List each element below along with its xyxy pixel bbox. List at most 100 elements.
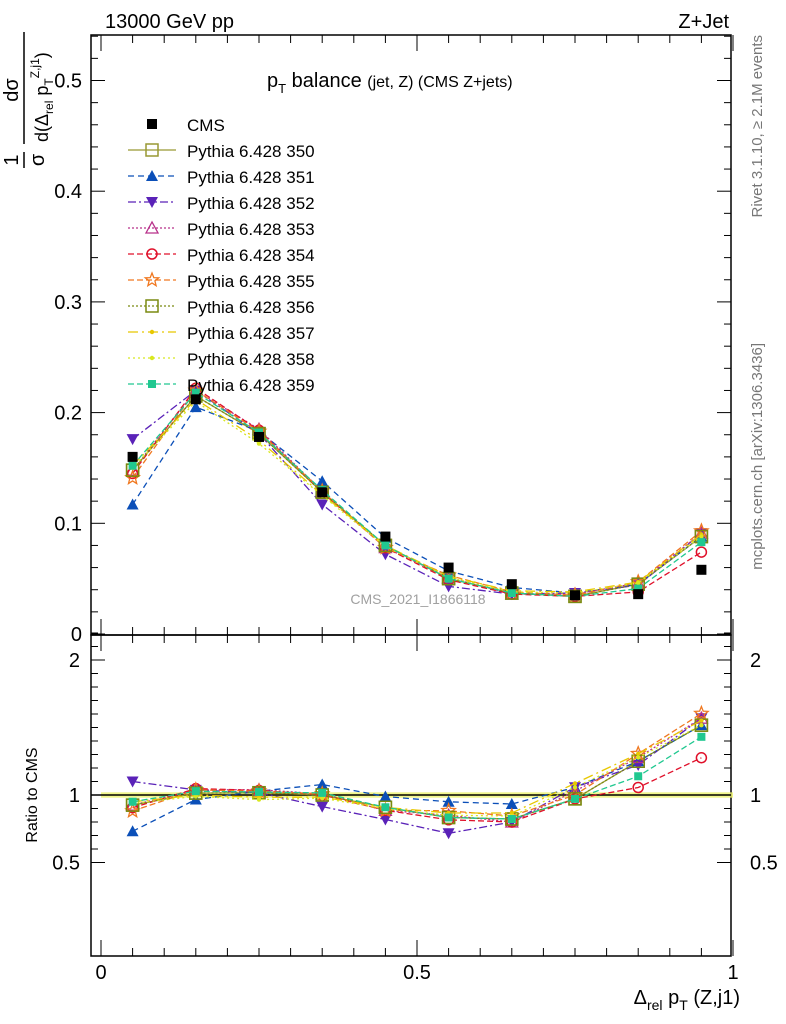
ratio-point-7 bbox=[699, 718, 704, 723]
ratio-line-9 bbox=[132, 736, 702, 820]
ratio-point-4 bbox=[695, 752, 708, 764]
series-point-8 bbox=[699, 534, 704, 539]
y-tick-label: 0.1 bbox=[54, 513, 82, 535]
ratio-y-axis-label: Ratio to CMS bbox=[24, 747, 41, 842]
ratio-point-9 bbox=[697, 732, 706, 741]
mc-ratio-group bbox=[124, 704, 710, 840]
legend-marker-5 bbox=[143, 271, 161, 288]
y-label-part: d(Δrel pTZ,j1) bbox=[28, 52, 56, 142]
legend-marker-7 bbox=[149, 329, 155, 335]
ratio-point-8 bbox=[636, 755, 641, 760]
legend-label-4: Pythia 6.428 354 bbox=[187, 246, 315, 265]
ratio-point-8 bbox=[699, 722, 704, 728]
x-tick-label: 1 bbox=[727, 962, 738, 984]
y-axis-label-rotated: 1 σ dσd(Δrel pTZ,j1) bbox=[1, 32, 56, 168]
data-point bbox=[443, 562, 454, 573]
ratio-point-1 bbox=[505, 798, 518, 809]
legend-marker-3 bbox=[144, 220, 160, 234]
data-point bbox=[190, 394, 201, 405]
series-line-0 bbox=[132, 395, 702, 598]
ratio-tick-label-right: 1 bbox=[750, 785, 761, 807]
legend-label-3: Pythia 6.428 353 bbox=[187, 220, 315, 239]
ratio-point-2 bbox=[442, 828, 455, 840]
y-axis-label: 1 σ dσd(Δrel pTZ,j1) bbox=[1, 32, 56, 168]
series-line-5 bbox=[132, 389, 702, 596]
legend-marker-8 bbox=[149, 355, 155, 361]
legend-marker-1 bbox=[146, 170, 158, 181]
legend-marker-data bbox=[147, 119, 157, 129]
ratio-point-4 bbox=[569, 793, 581, 805]
data-points bbox=[127, 394, 707, 601]
ratio-point-5 bbox=[693, 704, 710, 721]
data-point bbox=[633, 589, 644, 600]
series-point-4 bbox=[695, 546, 708, 558]
ratio-point-2 bbox=[379, 814, 392, 826]
legend-marker-4 bbox=[146, 248, 158, 260]
ratio-tick-label-right: 0.5 bbox=[750, 853, 778, 875]
series-line-4 bbox=[132, 387, 702, 598]
ratio-point-9 bbox=[318, 788, 327, 797]
legend-label-8: Pythia 6.428 358 bbox=[187, 350, 315, 369]
data-point bbox=[127, 451, 138, 462]
ratio-line-7 bbox=[132, 719, 702, 814]
ratio-line-3 bbox=[132, 717, 702, 823]
series-line-9 bbox=[132, 391, 702, 598]
ratio-point-9 bbox=[571, 794, 579, 803]
ratio-tick-label-right: 2 bbox=[750, 650, 761, 672]
chart-title: pT balance (jet, Z) (CMS Z+jets) bbox=[267, 70, 513, 96]
data-point bbox=[317, 487, 328, 498]
legend-marker-0 bbox=[145, 143, 159, 157]
ratio-point-8 bbox=[572, 785, 578, 790]
data-point bbox=[696, 564, 707, 575]
energy-label: 13000 GeV pp bbox=[105, 11, 234, 33]
ratio-point-1 bbox=[379, 790, 392, 802]
ratio-point-6 bbox=[568, 792, 582, 806]
y-tick-label: 0.2 bbox=[54, 403, 82, 425]
series-point-1 bbox=[126, 498, 139, 510]
series-point-9 bbox=[128, 461, 137, 470]
ratio-line-1 bbox=[132, 724, 702, 832]
data-point bbox=[254, 431, 264, 442]
series-point-8 bbox=[256, 441, 262, 446]
ratio-line-8 bbox=[132, 724, 702, 817]
mcplots-label: mcplots.cern.ch [arXiv:1306.3436] bbox=[749, 343, 766, 570]
ratio-point-1 bbox=[126, 825, 139, 837]
ratio-point-9 bbox=[191, 787, 200, 796]
legend-marker-9 bbox=[148, 380, 156, 388]
legend-label-2: Pythia 6.428 352 bbox=[187, 194, 315, 213]
ratio-tick-label: 2 bbox=[69, 650, 80, 672]
ratio-point-1 bbox=[316, 778, 329, 790]
series-point-9 bbox=[507, 589, 516, 598]
ratio-point-9 bbox=[634, 772, 643, 781]
series-point-9 bbox=[634, 584, 643, 593]
ratio-line-0 bbox=[132, 724, 702, 820]
legend-label-0: Pythia 6.428 350 bbox=[187, 142, 315, 161]
legend-label-5: Pythia 6.428 355 bbox=[187, 272, 315, 291]
data-point bbox=[570, 590, 580, 601]
y-tick-label: 0.5 bbox=[54, 71, 82, 93]
series-point-6 bbox=[441, 571, 456, 586]
legend-marker-2 bbox=[146, 197, 158, 208]
series-line-1 bbox=[132, 406, 702, 594]
x-axis-label: Δrel pT (Z,j1) bbox=[634, 987, 740, 1013]
rivet-label: Rivet 3.1.10, ≥ 2.1M events bbox=[749, 35, 766, 218]
ratio-point-4 bbox=[632, 781, 644, 794]
ratio-point-6 bbox=[189, 786, 203, 800]
ratio-point-9 bbox=[507, 815, 516, 823]
series-line-2 bbox=[132, 389, 702, 595]
ratio-point-9 bbox=[128, 797, 137, 806]
y-tick-label: 0.3 bbox=[54, 292, 82, 314]
ratio-point-2 bbox=[126, 776, 139, 788]
series-point-9 bbox=[697, 538, 706, 547]
ratio-point-6 bbox=[378, 800, 393, 815]
legend: CMS Pythia 6.428 350 Pythia 6.428 351 Pythi… bbox=[128, 116, 315, 395]
ratio-panel: 0 0.5 1 0.5 0.5 1 1 2 2 bbox=[52, 632, 778, 984]
data-point bbox=[506, 579, 517, 590]
mc-series-group bbox=[124, 381, 710, 604]
ratio-point-7 bbox=[572, 781, 578, 786]
ratio-point-9 bbox=[255, 787, 263, 796]
ratio-point-9 bbox=[444, 813, 453, 822]
y-label-part: 1 bbox=[1, 154, 23, 165]
series-point-2 bbox=[316, 499, 329, 511]
